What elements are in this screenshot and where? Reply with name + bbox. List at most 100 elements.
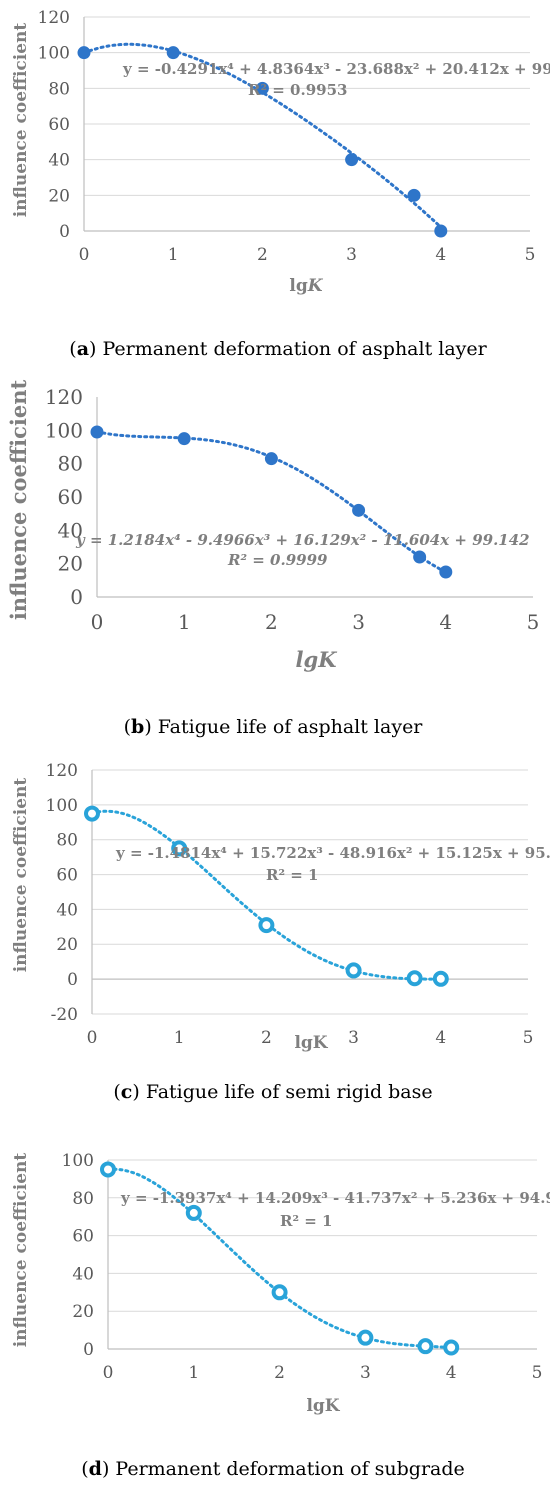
chart-a-data-point [407, 188, 421, 202]
chart-d-data-point [443, 1339, 460, 1356]
chart-d-x-tick-label: 2 [274, 1363, 285, 1383]
chart-d-equation: y = -1.3937x⁴ + 14.209x³ - 41.737x² + 5.… [120, 1189, 550, 1207]
chart-b-data-point [439, 565, 453, 579]
chart-b-caption: (b) Fatigue life of asphalt layer [124, 716, 424, 738]
chart-c-x-tick-label: 0 [87, 1028, 98, 1048]
chart-d-data-point [185, 1204, 202, 1221]
chart-a-y-tick-label: 20 [48, 186, 70, 206]
chart-d-y-tick-label: 100 [62, 1151, 94, 1171]
chart-d-x-tick-label: 3 [360, 1363, 371, 1383]
chart-c: -20 0 20 40 60 80 100 120 0 1 2 3 4 5 influence coef… [11, 761, 550, 1103]
chart-b-x-tick-label: 3 [352, 610, 365, 634]
chart-b-data-point [264, 452, 278, 466]
chart-b-y-tick-label: 80 [58, 452, 83, 476]
chart-d-y-label: influence coefficient [11, 1153, 31, 1348]
chart-c-axes [91, 770, 528, 1014]
chart-c-x-tick-label: 3 [348, 1028, 359, 1048]
chart-c-data-point [406, 970, 423, 987]
chart-d-x-label: lgK [306, 1396, 340, 1416]
chart-d-data-point [271, 1284, 288, 1301]
chart-a-x-tick-label: 2 [257, 245, 268, 265]
chart-c-y-tick-label: 40 [56, 900, 78, 920]
chart-b-x-tick-label: 5 [527, 610, 540, 634]
chart-b-data-point [177, 432, 191, 446]
chart-c-y-tick-label: 120 [46, 761, 78, 781]
chart-d-y-tick-label: 80 [72, 1189, 94, 1209]
chart-a-grid [84, 16, 530, 196]
chart-a-x-tick-label: 4 [435, 245, 446, 265]
chart-a-trendline [82, 42, 443, 229]
chart-d-axes [107, 1160, 537, 1350]
chart-d-y-tick-label: 0 [83, 1340, 94, 1360]
chart-b-x-tick-label: 0 [91, 610, 104, 634]
chart-c-y-label: influence coefficient [11, 778, 31, 973]
chart-d-x-tick-label: 5 [532, 1363, 543, 1383]
chart-b-y-tick-label: 120 [45, 385, 83, 409]
chart-c-y-tick-label: 60 [56, 866, 78, 886]
chart-a: 0 20 40 60 80 100 120 0 1 2 3 4 5 influence coeffic… [11, 8, 550, 360]
chart-a-x-tick-label: 1 [168, 245, 179, 265]
chart-b-data-point [352, 503, 366, 517]
chart-d-data-point [357, 1329, 374, 1346]
chart-b-x-tick-label: 4 [439, 610, 452, 634]
chart-c-data-point [258, 917, 275, 934]
chart-a-y-ticks: 0 20 40 60 80 100 120 [38, 8, 70, 242]
chart-b-y-ticks: 0 20 40 60 80 100 120 [45, 385, 83, 609]
chart-c-x-label: lgK [294, 1033, 328, 1053]
chart-b-equation: y = 1.2184x⁴ - 9.4966x³ + 16.129x² - 11.… [75, 531, 530, 549]
chart-d-y-tick-label: 40 [72, 1264, 94, 1284]
chart-c-y-tick-label: 20 [56, 935, 78, 955]
chart-a-caption: (a) Permanent deformation of asphalt lay… [69, 338, 487, 360]
chart-b-y-label: influence coefficient [6, 380, 31, 621]
chart-c-x-ticks: 0 1 2 3 4 5 [87, 1028, 534, 1048]
chart-c-data-point [84, 805, 100, 822]
chart-a-y-tick-label: 100 [38, 44, 70, 64]
chart-c-y-tick-label: 80 [56, 831, 78, 851]
chart-b-points [90, 425, 453, 579]
chart-a-y-tick-label: 60 [48, 115, 70, 135]
chart-c-r-squared: R² = 1 [266, 866, 319, 884]
chart-b-y-tick-label: 0 [70, 585, 83, 609]
chart-a-y-label: influence coefficient [11, 23, 31, 218]
chart-c-grid [92, 769, 528, 1015]
chart-c-y-tick-label: 0 [67, 970, 78, 990]
chart-b: 0 20 40 60 80 100 120 0 1 2 3 4 5 influence coeffic… [6, 380, 539, 738]
chart-c-x-tick-label: 1 [174, 1028, 185, 1048]
chart-d-x-tick-label: 0 [103, 1363, 114, 1383]
chart-a-y-tick-label: 80 [48, 79, 70, 99]
chart-a-x-tick-label: 0 [79, 245, 90, 265]
chart-a-x-tick-label: 3 [346, 245, 357, 265]
chart-a-x-ticks: 0 1 2 3 4 5 [79, 245, 536, 265]
chart-a-y-tick-label: 40 [48, 151, 70, 171]
chart-b-x-tick-label: 1 [178, 610, 191, 634]
chart-c-y-tick-label: -20 [51, 1005, 78, 1025]
chart-d-points [100, 1161, 460, 1356]
chart-c-trendline [90, 809, 443, 981]
chart-c-data-point [432, 970, 449, 987]
chart-d-x-ticks: 0 1 2 3 4 5 [103, 1363, 543, 1383]
chart-a-data-point [434, 224, 448, 238]
chart-a-x-tick-label: 5 [525, 245, 536, 265]
chart-d-data-point [417, 1338, 434, 1355]
chart-c-y-ticks: -20 0 20 40 60 80 100 120 [46, 761, 78, 1025]
chart-b-data-point [413, 550, 427, 564]
chart-d: 0 20 40 60 80 100 0 1 2 3 4 5 influence coefficien… [11, 1151, 550, 1480]
chart-c-data-point [345, 962, 362, 979]
chart-c-x-tick-label: 5 [523, 1028, 534, 1048]
chart-d-caption: (d) Permanent deformation of subgrade [81, 1458, 465, 1480]
chart-d-y-ticks: 0 20 40 60 80 100 [62, 1151, 94, 1360]
chart-b-y-tick-label: 100 [45, 418, 83, 442]
chart-a-y-tick-label: 0 [59, 222, 70, 242]
chart-c-points [84, 805, 449, 987]
chart-b-x-tick-label: 2 [265, 610, 278, 634]
chart-d-y-tick-label: 20 [72, 1302, 94, 1322]
chart-a-data-point [255, 81, 269, 95]
chart-b-data-point [90, 425, 104, 439]
chart-a-equation: y = -0.4291x⁴ + 4.8364x³ - 23.688x² + 20… [122, 60, 550, 78]
chart-a-data-point [77, 46, 91, 60]
chart-d-y-tick-label: 60 [72, 1227, 94, 1247]
chart-b-r-squared: R² = 0.9999 [227, 551, 328, 569]
chart-d-r-squared: R² = 1 [280, 1212, 333, 1230]
chart-b-x-ticks: 0 1 2 3 4 5 [91, 610, 540, 634]
chart-a-r-squared: R² = 0.9953 [248, 81, 347, 99]
